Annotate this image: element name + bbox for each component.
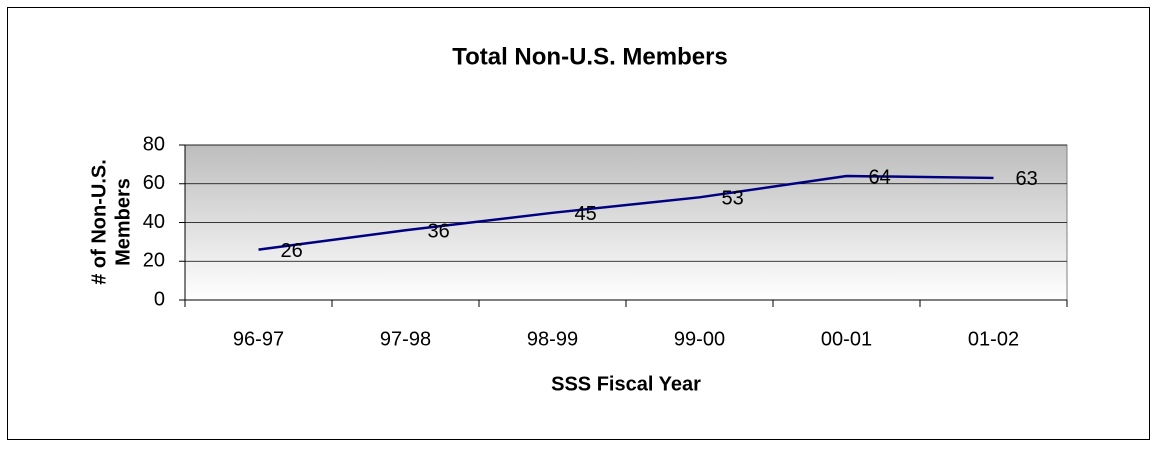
data-label: 63 [1016, 168, 1038, 190]
data-label: 36 [428, 221, 450, 243]
x-tick-label: 99-00 [674, 328, 725, 350]
y-tick-label: 60 [143, 172, 165, 194]
y-tick-label: 80 [143, 133, 165, 155]
data-label: 26 [281, 240, 303, 262]
x-axis-title: SSS Fiscal Year [551, 373, 701, 395]
x-tick-label: 00-01 [821, 328, 872, 350]
chart-title: Total Non-U.S. Members [452, 43, 728, 70]
x-tick-label: 01-02 [968, 328, 1019, 350]
data-label: 64 [869, 166, 891, 188]
y-axis-title: # of Non-U.S. [88, 159, 110, 285]
y-tick-label: 20 [143, 250, 165, 272]
x-tick-label: 96-97 [233, 328, 284, 350]
y-tick-label: 40 [143, 211, 165, 233]
data-line [258, 174, 994, 251]
x-tick-label: 98-99 [527, 328, 578, 350]
data-label: 45 [575, 203, 597, 225]
y-tick-label: 0 [154, 288, 165, 310]
data-label: 53 [722, 188, 744, 210]
y-axis-title: Members [112, 178, 134, 266]
x-tick-label: 97-98 [380, 328, 431, 350]
